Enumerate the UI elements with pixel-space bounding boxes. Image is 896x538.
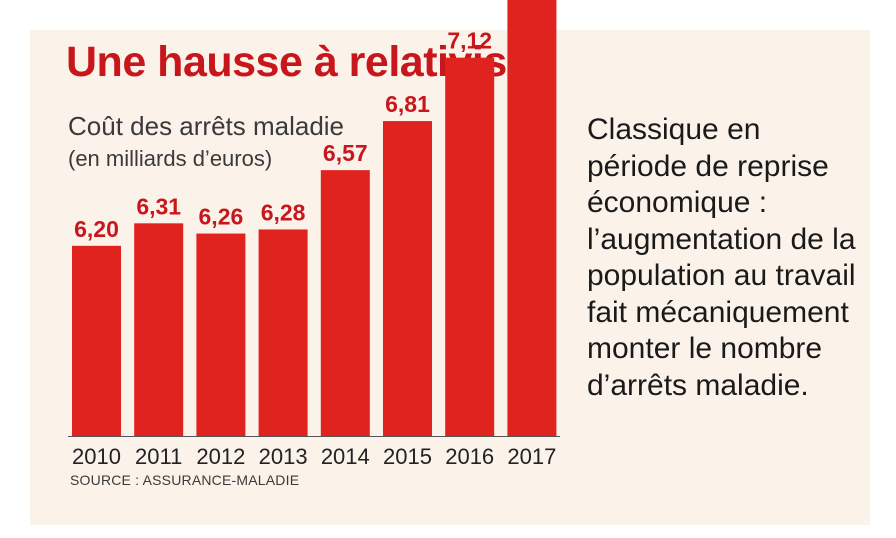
bar-2016 <box>445 57 495 437</box>
commentary-text: Classique en période de reprise économiq… <box>587 113 856 402</box>
bar-2010 <box>72 245 121 436</box>
x-tick-label-2011: 2011 <box>135 444 182 469</box>
bar-2014 <box>320 170 370 436</box>
x-tick-label-2010: 2010 <box>72 444 121 469</box>
bar-value-label-2013: 6,28 <box>261 199 306 225</box>
chart-subtitle: Coût des arrêts maladie <box>68 111 345 141</box>
x-tick-label-2015: 2015 <box>383 444 432 469</box>
bar-value-label-2015: 6,81 <box>385 91 430 117</box>
bar-value-label-2011: 6,31 <box>136 193 181 219</box>
x-tick-label-2016: 2016 <box>445 444 494 469</box>
chart-unit-label: (en milliards d’euros) <box>68 146 273 171</box>
bar-value-label-2010: 6,20 <box>74 216 119 242</box>
bar-value-label-2014: 6,57 <box>323 140 368 166</box>
bar-value-label-2016: 7,12 <box>447 28 492 54</box>
bar-2013 <box>258 229 308 436</box>
x-tick-label-2012: 2012 <box>196 444 245 469</box>
bar-2017 <box>507 0 557 437</box>
x-tick-label-2013: 2013 <box>259 444 308 469</box>
bar-value-label-2012: 6,26 <box>199 204 244 230</box>
x-tick-label-2017: 2017 <box>507 444 556 469</box>
x-tick-label-2014: 2014 <box>321 444 370 469</box>
bar-2015 <box>383 121 432 436</box>
bar-2012 <box>196 233 246 436</box>
bar-2011 <box>134 223 184 436</box>
source-note: SOURCE : ASSURANCE-MALADIE <box>70 472 300 488</box>
